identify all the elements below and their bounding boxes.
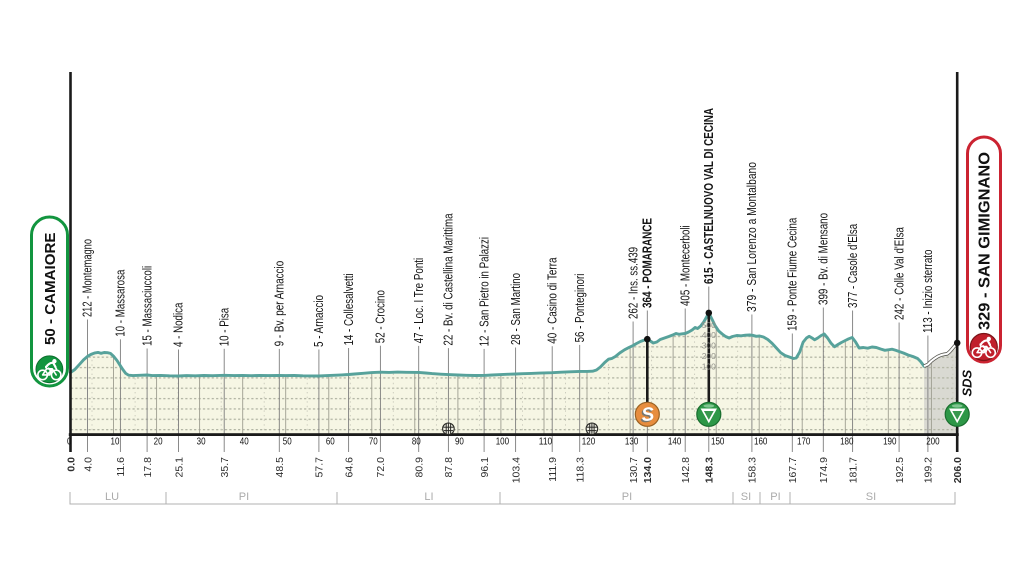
svg-text:22 - Bv. di Castellina Maritti: 22 - Bv. di Castellina Marittima — [442, 213, 456, 345]
svg-text:30: 30 — [197, 437, 206, 448]
svg-text:206.0: 206.0 — [952, 457, 964, 483]
svg-text:60: 60 — [326, 437, 335, 448]
svg-text:615 - CASTELNUOVO VAL DI CECIN: 615 - CASTELNUOVO VAL DI CECINA — [702, 108, 716, 284]
svg-text:PI: PI — [622, 491, 632, 503]
svg-text:111.9: 111.9 — [547, 457, 559, 482]
svg-text:5 - Arnaccio: 5 - Arnaccio — [312, 295, 326, 347]
svg-text:120: 120 — [582, 437, 596, 448]
svg-text:80.9: 80.9 — [414, 457, 426, 478]
svg-text:48.5: 48.5 — [274, 457, 286, 478]
svg-text:142.8: 142.8 — [680, 457, 692, 483]
svg-text:130: 130 — [625, 437, 639, 448]
svg-text:242 - Colle Val d'Elsa: 242 - Colle Val d'Elsa — [892, 227, 906, 320]
svg-text:500: 500 — [702, 320, 716, 330]
svg-text:S: S — [640, 404, 655, 426]
svg-text:118.3: 118.3 — [575, 457, 587, 483]
svg-text:148.3: 148.3 — [704, 457, 716, 483]
svg-text:167.7: 167.7 — [787, 457, 799, 483]
svg-text:200: 200 — [702, 351, 716, 361]
svg-text:190: 190 — [883, 437, 897, 448]
svg-text:192.5: 192.5 — [894, 457, 906, 483]
svg-text:130.7: 130.7 — [628, 457, 640, 483]
svg-text:40: 40 — [240, 437, 249, 448]
svg-text:377 - Casole d'Elsa: 377 - Casole d'Elsa — [846, 224, 860, 308]
svg-text:15 - Massaciuccoli: 15 - Massaciuccoli — [140, 266, 154, 346]
svg-text:0: 0 — [67, 437, 72, 448]
svg-text:379 - San Lorenzo a Montalbano: 379 - San Lorenzo a Montalbano — [745, 162, 759, 312]
svg-text:50: 50 — [283, 437, 292, 448]
svg-text:405 - Montecerboli: 405 - Montecerboli — [678, 225, 692, 306]
svg-text:100: 100 — [496, 437, 510, 448]
svg-text:11.6: 11.6 — [115, 457, 127, 477]
svg-text:364 - POMARANCE: 364 - POMARANCE — [641, 218, 655, 308]
svg-text:199.2: 199.2 — [923, 457, 935, 483]
svg-text:10: 10 — [111, 437, 120, 448]
svg-text:212 - Montemagno: 212 - Montemagno — [81, 239, 95, 317]
svg-text:10 - Massarosa: 10 - Massarosa — [114, 270, 128, 337]
svg-text:56 - Ponteginori: 56 - Ponteginori — [573, 274, 587, 343]
svg-text:170: 170 — [797, 437, 811, 448]
svg-text:25.1: 25.1 — [173, 457, 185, 478]
svg-text:LI: LI — [424, 491, 433, 503]
svg-text:12 - San Pietro in Palazzi: 12 - San Pietro in Palazzi — [477, 237, 491, 347]
svg-text:110: 110 — [539, 437, 553, 448]
svg-text:72.0: 72.0 — [375, 457, 387, 478]
svg-text:64.6: 64.6 — [343, 457, 355, 478]
svg-text:40 - Casino di Terra: 40 - Casino di Terra — [545, 257, 559, 343]
svg-text:9 - Bv. per Arnaccio: 9 - Bv. per Arnaccio — [273, 261, 287, 347]
svg-text:35.7: 35.7 — [219, 457, 231, 478]
svg-text:181.7: 181.7 — [847, 457, 859, 483]
svg-text:90: 90 — [455, 437, 464, 448]
svg-text:180: 180 — [840, 437, 854, 448]
svg-text:50 - CAMAIORE: 50 - CAMAIORE — [42, 233, 59, 346]
svg-text:300: 300 — [702, 341, 716, 351]
svg-text:4 - Nodica: 4 - Nodica — [172, 303, 186, 347]
svg-text:174.9: 174.9 — [818, 457, 830, 483]
svg-text:400: 400 — [702, 330, 716, 340]
svg-text:14 - Collesalvetti: 14 - Collesalvetti — [342, 273, 356, 345]
svg-text:160: 160 — [754, 437, 768, 448]
svg-text:113 - Inizio sterrato: 113 - Inizio sterrato — [921, 249, 935, 333]
svg-text:200: 200 — [926, 437, 940, 448]
svg-text:S: S — [639, 405, 654, 427]
svg-text:SI: SI — [741, 491, 751, 503]
svg-text:399 - Bv. di Mensano: 399 - Bv. di Mensano — [817, 213, 831, 305]
svg-text:70: 70 — [369, 437, 378, 448]
svg-text:140: 140 — [668, 437, 682, 448]
svg-text:150: 150 — [711, 437, 725, 448]
svg-text:262 - Ins. ss.439: 262 - Ins. ss.439 — [626, 247, 640, 319]
svg-text:134.0: 134.0 — [642, 457, 654, 483]
svg-text:20: 20 — [154, 437, 163, 448]
svg-text:SI: SI — [866, 491, 876, 503]
svg-text:28 - San Martino: 28 - San Martino — [509, 273, 523, 345]
svg-text:47 - Loc. I Tre Ponti: 47 - Loc. I Tre Ponti — [412, 258, 426, 344]
svg-text:158.3: 158.3 — [747, 457, 759, 483]
svg-text:10 - Pisa: 10 - Pisa — [217, 308, 231, 347]
svg-text:4.0: 4.0 — [83, 457, 95, 472]
svg-text:100: 100 — [702, 361, 716, 371]
svg-text:103.4: 103.4 — [510, 457, 522, 483]
svg-text:87.8: 87.8 — [443, 457, 455, 478]
svg-text:57.7: 57.7 — [314, 457, 326, 478]
svg-text:17.8: 17.8 — [142, 457, 154, 478]
svg-text:SDS: SDS — [960, 369, 975, 396]
svg-text:80: 80 — [412, 437, 421, 448]
svg-text:PI: PI — [239, 491, 249, 503]
svg-text:159 - Ponte Fiume Cecina: 159 - Ponte Fiume Cecina — [786, 218, 800, 331]
svg-text:0.0: 0.0 — [65, 457, 77, 472]
svg-text:PI: PI — [770, 491, 780, 503]
svg-text:LU: LU — [105, 491, 119, 503]
svg-text:52 - Crocino: 52 - Crocino — [374, 290, 388, 343]
svg-text:329 - SAN GIMIGNANO: 329 - SAN GIMIGNANO — [977, 152, 994, 330]
svg-text:96.1: 96.1 — [479, 457, 491, 478]
